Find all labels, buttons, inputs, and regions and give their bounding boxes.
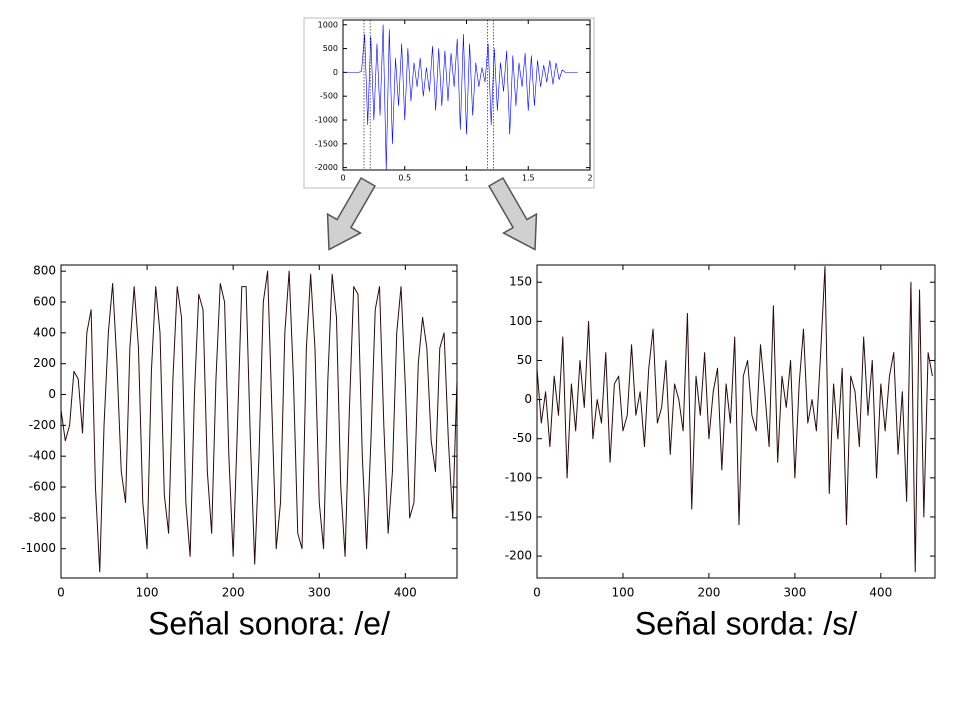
x-tick-label: 1.5 [522,174,535,183]
x-tick-label: 200 [222,586,245,600]
y-tick-label: 0 [48,387,56,401]
plot [343,24,578,170]
x-tick-label: 100 [136,586,159,600]
x-tick-label: 400 [869,586,892,600]
x-tick-label: 1 [464,174,469,183]
y-tick-label: -150 [505,509,532,523]
x-tick-label: 0.5 [398,174,411,183]
signal-line [537,266,933,573]
x-tick-label: 100 [612,586,635,600]
x-tick-label: 2 [587,174,592,183]
chart-caption: Señal sorda: /s/ [635,605,857,641]
x-tick-label: 300 [783,586,806,600]
chart-caption: Señal sonora: /e/ [148,605,390,641]
plot [61,270,457,573]
y-tick-label: -1500 [315,139,338,148]
y-tick-label: 400 [33,325,56,339]
y-tick-label: -100 [505,470,532,484]
x-tick-label: 400 [394,586,417,600]
y-tick-label: 0 [333,68,338,77]
plot-area [60,264,458,579]
y-tick-label: 200 [33,356,56,370]
y-tick-label: -600 [29,480,56,494]
y-tick-label: -2000 [315,163,338,172]
y-tick-label: -200 [29,418,56,432]
plot [537,266,933,573]
y-tick-label: -1000 [315,116,338,125]
y-tick-label: 600 [33,295,56,309]
y-tick-label: 0 [524,392,532,406]
x-tick-label: 200 [697,586,720,600]
y-tick-label: 1000 [318,20,338,29]
y-tick-label: 150 [509,275,532,289]
y-tick-label: -1000 [21,541,56,555]
y-tick-label: -800 [29,510,56,524]
y-tick-label: 50 [517,353,532,367]
y-tick-label: 500 [323,44,338,53]
x-tick-label: 0 [533,586,541,600]
arrow-left [326,176,376,251]
plot-area [342,19,591,171]
plot-area [536,264,936,579]
signal-line [343,24,578,170]
x-tick-label: 0 [340,174,345,183]
y-tick-label: -200 [505,549,532,563]
y-tick-label: 800 [33,264,56,278]
y-tick-label: -500 [320,92,338,101]
y-tick-label: -50 [512,431,532,445]
signal-line [61,270,457,573]
x-tick-label: 0 [57,586,65,600]
y-tick-label: -400 [29,449,56,463]
x-tick-label: 300 [308,586,331,600]
arrow-right [488,176,538,251]
y-tick-label: 100 [509,314,532,328]
